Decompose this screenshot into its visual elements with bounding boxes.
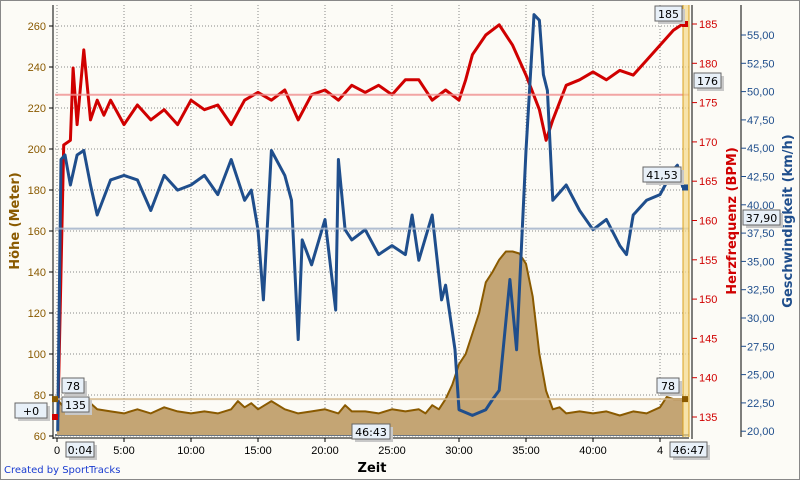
speed-tick-label: 32,50 — [747, 285, 775, 297]
time-tick-label: 40:00 — [579, 445, 607, 457]
hr-start-label-box — [61, 396, 90, 413]
time-tick-label: 35:00 — [512, 445, 540, 457]
speed-axis-label: Geschwindigkeit (km/h) — [781, 134, 796, 307]
altitude-series-line — [56, 250, 683, 417]
hr-start-marker — [52, 414, 58, 420]
speed-end-marker — [682, 184, 688, 191]
time-tick-label: 4 — [657, 445, 663, 457]
speed-average-label: 37,90 — [746, 212, 778, 225]
altitude-tick-label: 140 — [28, 267, 46, 279]
speed-end-label: 41,53 — [646, 169, 678, 182]
time-tick-label: 0 — [54, 445, 60, 457]
hr-tick-label: 145 — [699, 333, 717, 345]
hr-tick-label: 185 — [699, 19, 717, 31]
altitude-tick-label: 100 — [28, 349, 46, 361]
x-axis-label: Zeit — [358, 461, 387, 476]
hr-end-label: 185 — [658, 8, 679, 21]
altitude-tick-label: 260 — [28, 21, 46, 33]
altitude-tick-label: 80 — [34, 390, 46, 402]
altitude-tick-label: 120 — [28, 308, 46, 320]
speed-tick-label: 27,50 — [747, 341, 775, 353]
altitude-end-label-box — [656, 377, 680, 394]
altitude-start-label-box — [61, 377, 85, 394]
speed-tick-label: 42,50 — [747, 172, 775, 184]
time-tick-label: 10:00 — [177, 445, 205, 457]
time-tick-label: 15:00 — [244, 445, 272, 457]
speed-tick-label: 25,00 — [747, 370, 775, 382]
hr-tick-label: 180 — [699, 58, 717, 70]
hr-tick-label: 155 — [699, 255, 717, 267]
altitude-tick-label: 60 — [34, 431, 46, 443]
hr-tick-label: 165 — [699, 176, 717, 188]
selection-start-label-box — [65, 441, 95, 458]
altitude-end-label: 78 — [661, 380, 675, 393]
altitude-area — [57, 251, 683, 435]
selection-end-label-box — [669, 441, 708, 458]
altitude-offset-label-box — [14, 402, 48, 419]
hr-tick-label: 170 — [699, 137, 717, 149]
altitude-start-label: 78 — [66, 380, 80, 393]
speed-series-line — [56, 13, 685, 432]
speed-average-label-box — [742, 209, 781, 226]
heart_rate-series-line — [56, 22, 684, 418]
hr-tick-label: 175 — [699, 98, 717, 110]
credit-link[interactable]: Created by SportTracks — [4, 465, 121, 476]
speed-tick-label: 47,50 — [747, 115, 775, 127]
speed-tick-label: 30,00 — [747, 313, 775, 325]
altitude-end-marker — [682, 396, 688, 403]
time-tick-label: 25:00 — [378, 445, 406, 457]
altitude-tick-label: 180 — [28, 185, 46, 197]
hr-end-label-box — [654, 5, 683, 22]
altitude-tick-label: 200 — [28, 144, 46, 156]
hr-tick-label: 140 — [699, 373, 717, 385]
speed-end-label-box — [642, 166, 682, 183]
altitude-offset-label: +0 — [23, 405, 39, 418]
hr-start-label: 135 — [65, 399, 86, 412]
time-tick-label: 5:00 — [113, 445, 134, 457]
selection-length-label-box — [351, 423, 391, 440]
speed-tick-label: 40,00 — [747, 200, 775, 212]
selection-band — [683, 5, 689, 437]
altitude-tick-label: 160 — [28, 226, 46, 238]
time-tick-label: 30:00 — [445, 445, 473, 457]
speed-tick-label: 22,50 — [747, 398, 775, 410]
hr-tick-label: 135 — [699, 412, 717, 424]
hr-average-label-box — [693, 72, 722, 89]
altitude-tick-label: 240 — [28, 62, 46, 74]
altitude-start-marker — [52, 396, 58, 403]
selection-end-label: 46:47 — [673, 444, 705, 457]
altitude-axis-label: Höhe (Meter) — [8, 172, 23, 270]
speed-tick-label: 20,00 — [747, 426, 775, 438]
selection-length-label: 46:43 — [355, 426, 387, 439]
hr-axis-label: Herzfrequenz (BPM) — [725, 147, 740, 295]
altitude-tick-label: 220 — [28, 103, 46, 115]
hr-tick-label: 160 — [699, 216, 717, 228]
hr-tick-label: 150 — [699, 294, 717, 306]
selection-start-label: 0:04 — [68, 444, 93, 457]
speed-tick-label: 45,00 — [747, 143, 775, 155]
time-tick-label: 20:00 — [311, 445, 339, 457]
hr-average-label: 176 — [697, 75, 718, 88]
speed-tick-label: 37,50 — [747, 228, 775, 240]
speed-tick-label: 50,00 — [747, 87, 775, 99]
speed-tick-label: 52,50 — [747, 58, 775, 70]
speed-tick-label: 35,00 — [747, 256, 775, 268]
speed-tick-label: 55,00 — [747, 30, 775, 42]
